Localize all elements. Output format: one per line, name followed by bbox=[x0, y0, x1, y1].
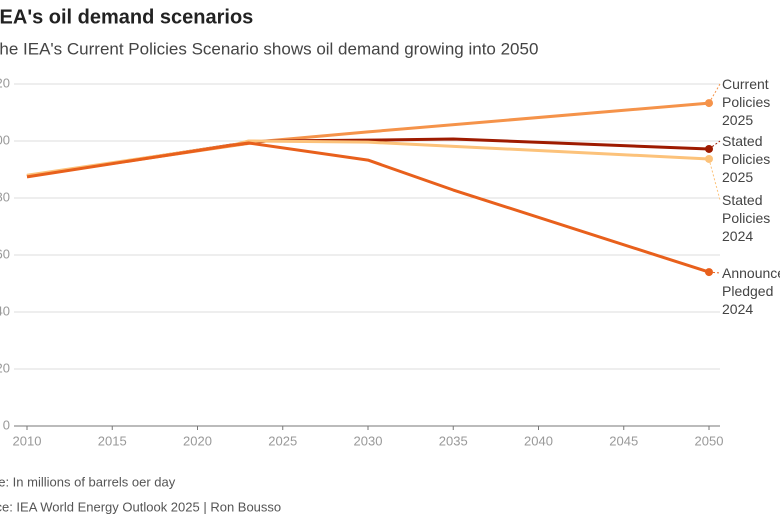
source: Source: IEA World Energy Outlook 2025 | … bbox=[0, 499, 281, 514]
y-tick-label: 0 bbox=[3, 417, 10, 432]
series-line bbox=[26, 137, 710, 178]
x-tick-label: 2015 bbox=[98, 433, 127, 448]
series-label: Stated Policies 2024 bbox=[722, 192, 771, 244]
x-tick-label: 2020 bbox=[183, 433, 212, 448]
series-line bbox=[26, 141, 710, 274]
x-tick-label: 2050 bbox=[695, 433, 724, 448]
series-label: Announced Pledged 2024 bbox=[722, 265, 780, 317]
chart-subtitle: The IEA's Current Policies Scenario show… bbox=[0, 39, 538, 58]
series-label: Current Policies 2025 bbox=[722, 76, 771, 128]
y-tick-label: 80 bbox=[0, 189, 10, 204]
y-tick-label: 40 bbox=[0, 303, 10, 318]
y-tick-label: 120 bbox=[0, 75, 10, 90]
series-label: Stated Policies 2025 bbox=[722, 133, 771, 185]
x-tick-label: 2045 bbox=[609, 433, 638, 448]
x-tick-label: 2040 bbox=[524, 433, 553, 448]
y-tick-label: 60 bbox=[0, 246, 10, 261]
y-tick-label: 20 bbox=[0, 360, 10, 375]
y-tick-label: 100 bbox=[0, 132, 10, 147]
label-leader bbox=[708, 271, 721, 274]
chart-title: IEA's oil demand scenarios bbox=[0, 6, 253, 28]
x-tick-label: 2035 bbox=[439, 433, 468, 448]
note: Note: In millions of barrels oer day bbox=[0, 474, 176, 489]
x-tick-label: 2010 bbox=[13, 433, 42, 448]
label-leader bbox=[708, 158, 721, 201]
x-tick-label: 2025 bbox=[268, 433, 297, 448]
x-tick-label: 2030 bbox=[354, 433, 383, 448]
